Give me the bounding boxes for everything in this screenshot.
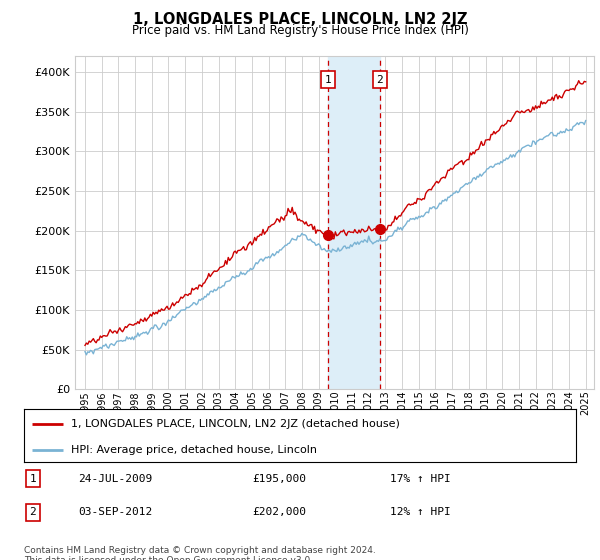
Text: 03-SEP-2012: 03-SEP-2012 xyxy=(78,507,152,517)
Text: 2: 2 xyxy=(29,507,37,517)
Text: 2: 2 xyxy=(377,75,383,85)
Text: 1, LONGDALES PLACE, LINCOLN, LN2 2JZ (detached house): 1, LONGDALES PLACE, LINCOLN, LN2 2JZ (de… xyxy=(71,419,400,429)
Text: 17% ↑ HPI: 17% ↑ HPI xyxy=(390,474,451,484)
Text: 24-JUL-2009: 24-JUL-2009 xyxy=(78,474,152,484)
Bar xyxy=(328,56,380,389)
Text: 1: 1 xyxy=(325,75,331,85)
Text: £202,000: £202,000 xyxy=(252,507,306,517)
Text: £195,000: £195,000 xyxy=(252,474,306,484)
Text: Price paid vs. HM Land Registry's House Price Index (HPI): Price paid vs. HM Land Registry's House … xyxy=(131,24,469,36)
Text: 1, LONGDALES PLACE, LINCOLN, LN2 2JZ: 1, LONGDALES PLACE, LINCOLN, LN2 2JZ xyxy=(133,12,467,27)
Text: HPI: Average price, detached house, Lincoln: HPI: Average price, detached house, Linc… xyxy=(71,445,317,455)
Text: Contains HM Land Registry data © Crown copyright and database right 2024.
This d: Contains HM Land Registry data © Crown c… xyxy=(24,546,376,560)
Text: 1: 1 xyxy=(29,474,37,484)
Text: 12% ↑ HPI: 12% ↑ HPI xyxy=(390,507,451,517)
